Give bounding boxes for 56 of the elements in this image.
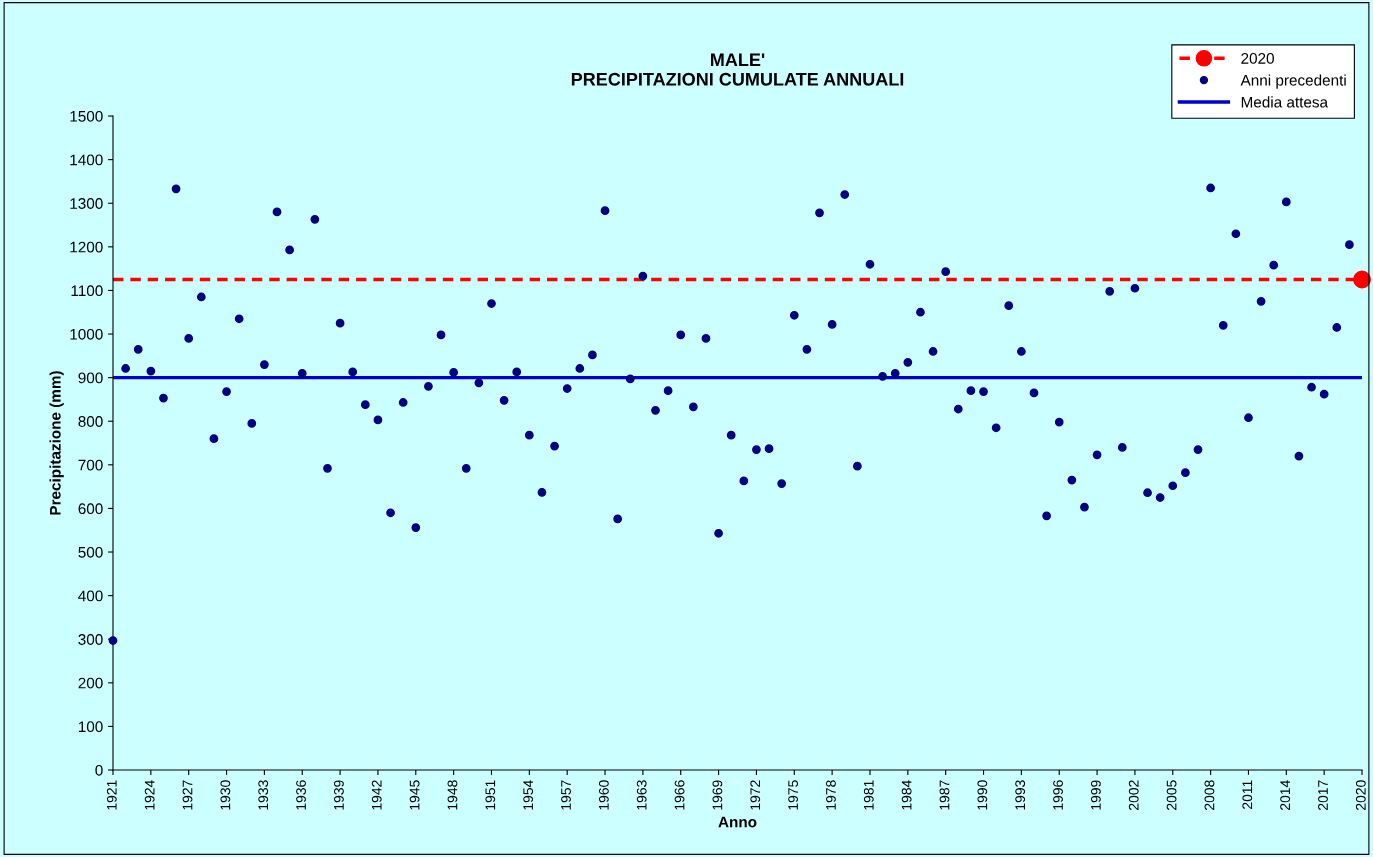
x-tick-label: 1981 [863,780,874,810]
y-tick-label: 1300 [70,198,103,209]
x-tick-label: 1951 [485,780,496,810]
y-tick-label: 100 [78,721,103,733]
x-tick-label: 1933 [258,780,269,810]
y-axis-title: Precipitazione (mm) [49,371,64,515]
x-tick-label: 1990 [977,780,988,810]
x-tick-label: 1975 [788,780,799,810]
y-tick-label: 1000 [70,328,103,340]
x-tick-label: 1963 [636,780,647,810]
x-tick-label: 1966 [674,780,685,810]
x-tick-label: 1996 [1053,780,1063,810]
y-tick-label: 600 [78,503,103,515]
x-tick-label: 1978 [826,780,836,810]
x-tick-label: 1936 [296,780,306,810]
x-tick-label: 1948 [447,780,458,810]
x-tick-label: 1921 [106,780,117,810]
x-tick-label: 2020 [1355,780,1366,810]
x-tick-label: 1960 [598,780,609,810]
y-tick-label: 1500 [70,110,103,122]
y-tick-label: 0 [95,764,103,776]
x-tick-label: 2005 [1166,780,1177,810]
legend-label: 2020 [1241,52,1274,64]
legend-label: Anni precedenti [1240,74,1346,89]
x-tick-label: 1939 [333,780,344,810]
x-tick-label: 1927 [182,780,193,810]
y-tick-label: 1100 [71,285,103,297]
chart-title: MALE' PRECIPITAZIONI CUMULATE ANNUALI [571,53,904,86]
y-tick-label: 900 [78,372,103,384]
x-tick-label: 1957 [561,780,571,810]
x-tick-label: 1972 [750,780,761,810]
x-tick-label: 1942 [371,780,382,810]
x-tick-label: 1987 [939,780,950,810]
y-tick-label: 1400 [70,154,103,166]
x-tick-label: 1969 [712,780,723,810]
x-axis-title: Anno [718,816,757,828]
x-tick-label: 2002 [1128,780,1139,810]
x-tick-label: 2008 [1204,780,1215,810]
x-tick-label: 2014 [1280,780,1291,810]
x-tick-label: 1984 [901,780,912,810]
x-tick-label: 1999 [1090,780,1101,810]
legend-label: Media attesa [1241,96,1329,108]
y-tick-label: 300 [78,634,103,645]
y-tick-label: 1200 [70,241,103,253]
x-tick-label: 1954 [523,780,534,810]
x-tick-label: 1924 [144,780,155,810]
x-tick-label: 1930 [220,780,231,810]
y-tick-label: 500 [78,546,103,558]
x-tick-label: 1993 [1015,780,1026,810]
y-tick-label: 400 [78,590,103,602]
y-tick-label: 700 [78,459,103,471]
y-tick-label: 800 [78,416,103,427]
y-tick-label: 200 [78,677,103,689]
x-tick-label: 1945 [409,780,420,810]
x-tick-label: 2011 [1242,780,1253,809]
x-tick-label: 2017 [1318,780,1328,810]
